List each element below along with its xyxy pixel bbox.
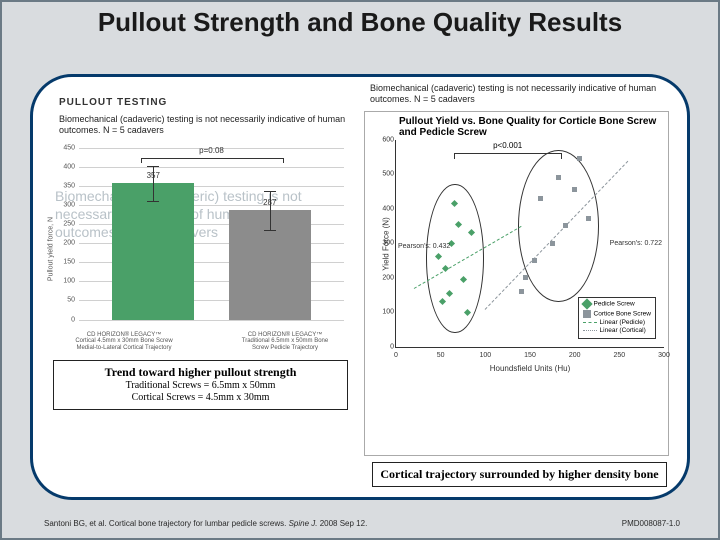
scatter-xtick: 50 <box>437 352 445 359</box>
scatter-xtick: 200 <box>569 352 581 359</box>
caveat-left: Biomechanical (cadaveric) testing is not… <box>59 114 350 136</box>
scatter-ytick: 200 <box>374 274 394 281</box>
footer-date: 2008 Sep 12. <box>320 519 368 528</box>
scatter-point <box>586 216 591 221</box>
pearson-right: Pearson's: 0.722 <box>610 240 662 247</box>
scatter-ytick: 500 <box>374 171 394 178</box>
ellipse-0 <box>426 184 483 332</box>
scatter-point <box>538 196 543 201</box>
bar-ytick: 0 <box>53 316 75 323</box>
pullout-label: PULLOUT TESTING <box>59 97 356 108</box>
bar-ytick: 350 <box>53 182 75 189</box>
bar-ytick: 200 <box>53 240 75 247</box>
bar-xcat: CD HORIZON® LEGACY™Traditional 6.5mm x 5… <box>220 332 350 352</box>
scatter-point <box>577 156 582 161</box>
bar-xcat: CD HORIZON® LEGACY™Cortical 4.5mm x 30mm… <box>59 332 189 352</box>
scatter-xtick: 300 <box>658 352 670 359</box>
bar-ytick: 100 <box>53 278 75 285</box>
scatter-point <box>572 187 577 192</box>
scatter-ylabel: Yield Force (N) <box>381 217 390 271</box>
scatter-point <box>532 258 537 263</box>
caption-right-text: Cortical trajectory surrounded by higher… <box>379 467 660 482</box>
caption-left-l1: Traditional Screws = 6.5mm x 50mm <box>60 380 341 393</box>
scatter-point <box>519 289 524 294</box>
footer-journal: Spine J. <box>289 519 318 528</box>
scatter-ytick: 100 <box>374 309 394 316</box>
caption-left-l2: Cortical Screws = 4.5mm x 30mm <box>60 392 341 405</box>
bar-chart: Pullout yield force, N 05010015020025030… <box>49 144 352 354</box>
scatter-pvalue: p<0.001 <box>493 141 522 150</box>
scatter-xtick: 250 <box>613 352 625 359</box>
bar-ytick: 50 <box>53 297 75 304</box>
scatter-ytick: 600 <box>374 136 394 143</box>
doc-id: PMD008087-1.0 <box>622 519 680 528</box>
scatter-title: Pullout Yield vs. Bone Quality for Corti… <box>399 116 664 138</box>
bar-ytick: 150 <box>53 259 75 266</box>
bar-1: 287 <box>229 210 311 320</box>
scatter-ytick: 400 <box>374 205 394 212</box>
bar-ytick: 450 <box>53 144 75 151</box>
footer-ref: Santoni BG, et al. Cortical bone traject… <box>44 519 286 528</box>
scatter-point <box>563 223 568 228</box>
bar-ytick: 300 <box>53 201 75 208</box>
page-title: Pullout Strength and Bone Quality Result… <box>2 2 718 37</box>
scatter-xtick: 100 <box>479 352 491 359</box>
caption-left: Trend toward higher pullout strength Tra… <box>53 360 348 410</box>
scatter-point <box>523 275 528 280</box>
bar-0: 357 <box>112 183 194 319</box>
scatter-point <box>550 241 555 246</box>
scatter-xtick: 0 <box>394 352 398 359</box>
bar-ytick: 250 <box>53 221 75 228</box>
pearson-left: Pearson's: 0.432 <box>398 243 450 250</box>
scatter-xtick: 150 <box>524 352 536 359</box>
scatter-chart: 0100200300400500600050100150200250300Hou… <box>395 140 664 348</box>
bar-ytick: 400 <box>53 163 75 170</box>
caveat-right: Biomechanical (cadaveric) testing is not… <box>370 83 669 105</box>
caption-right: Cortical trajectory surrounded by higher… <box>372 462 667 487</box>
content-panel: PULLOUT TESTING Biomechanical (cadaveric… <box>30 74 690 500</box>
scatter-legend: Pedicle ScrewCortice Bone ScrewLinear (P… <box>578 297 656 338</box>
caption-left-strong: Trend toward higher pullout strength <box>60 365 341 380</box>
footer-citation: Santoni BG, et al. Cortical bone traject… <box>44 519 367 528</box>
ellipse-1 <box>518 150 598 302</box>
scatter-xlabel: Houndsfield Units (Hu) <box>396 364 664 373</box>
scatter-ytick: 0 <box>374 343 394 350</box>
scatter-point <box>556 175 561 180</box>
scatter-panel: Pullout Yield vs. Bone Quality for Corti… <box>364 111 669 456</box>
